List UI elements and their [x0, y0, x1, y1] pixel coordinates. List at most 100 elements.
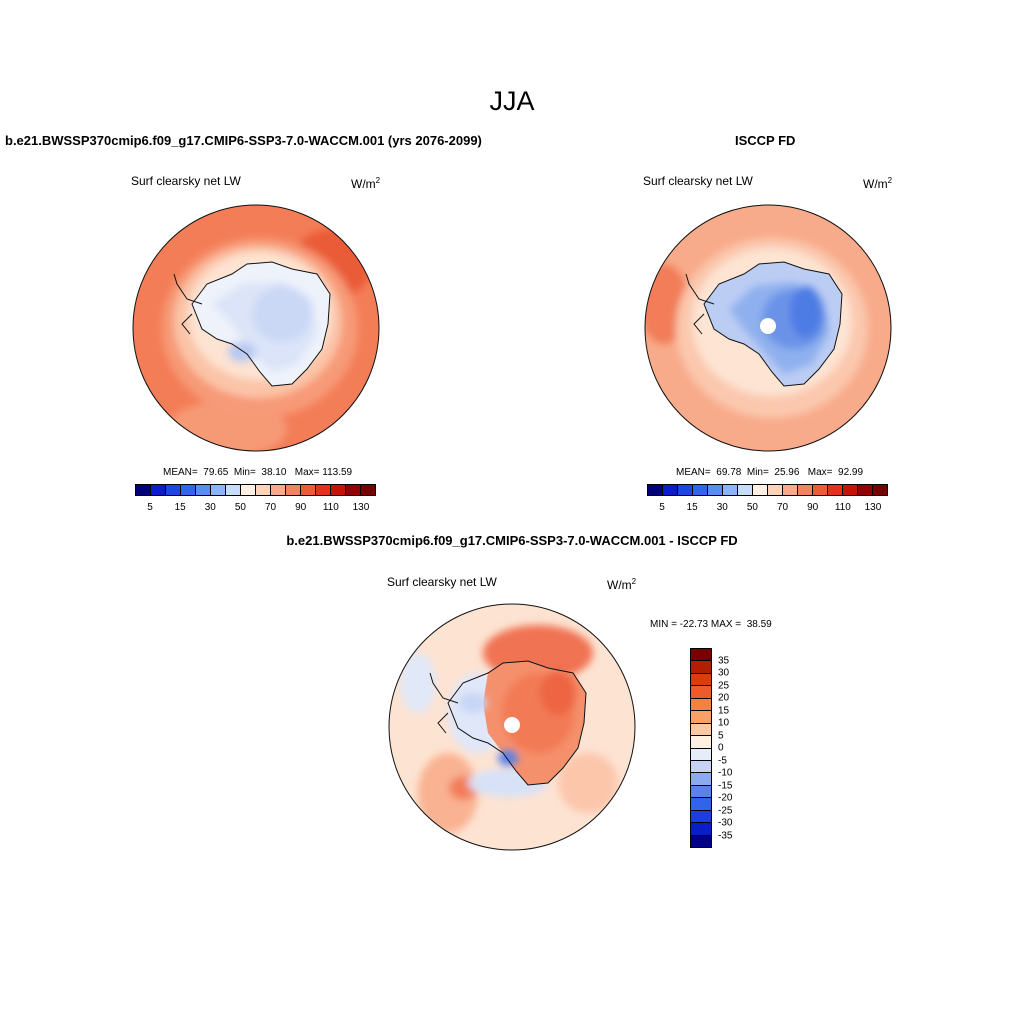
colorbar-swatch: [691, 773, 711, 786]
colorbar-swatch: [753, 485, 768, 495]
diff-colorbar-ticks: 35 30 25 20 15 10 5 0 -5 -10 -15 -20 -25 -30 -35: [718, 648, 748, 848]
colorbar-swatch: [331, 485, 346, 495]
colorbar-swatch: [783, 485, 798, 495]
colorbar-tick-label: 110: [834, 502, 851, 513]
colorbar-swatch: [181, 485, 196, 495]
colorbar-swatch: [691, 810, 711, 824]
model-colorbar-ticks: 5 15 30 50 70 90 110 130: [135, 502, 376, 516]
colorbar-swatch: [691, 673, 711, 687]
obs-units: W/m2: [863, 176, 893, 191]
colorbar-swatch: [723, 485, 738, 495]
colorbar-swatch: [873, 485, 887, 495]
colorbar-tick-label: -35: [718, 830, 733, 841]
diff-stats: MIN = -22.73 MAX = 38.59: [650, 619, 772, 630]
diff-polar-map: [388, 603, 636, 851]
colorbar-swatch: [301, 485, 316, 495]
model-colorbar: [135, 484, 376, 496]
colorbar-swatch: [346, 485, 361, 495]
colorbar-swatch: [316, 485, 331, 495]
colorbar-swatch: [691, 698, 711, 712]
colorbar-swatch: [241, 485, 256, 495]
colorbar-swatch: [226, 485, 241, 495]
colorbar-swatch: [691, 785, 711, 799]
colorbar-swatch: [648, 485, 663, 495]
colorbar-tick-label: 30: [204, 502, 216, 513]
colorbar-swatch: [738, 485, 753, 495]
colorbar-tick-label: 15: [174, 502, 186, 513]
colorbar-tick-label: 35: [718, 655, 730, 666]
diff-variable-label: Surf clearsky net LW: [387, 575, 497, 589]
colorbar-swatch: [286, 485, 301, 495]
colorbar-swatch: [211, 485, 226, 495]
colorbar-swatch: [691, 835, 711, 847]
colorbar-tick-label: 30: [718, 667, 730, 679]
colorbar-tick-label: -10: [718, 767, 733, 779]
colorbar-tick-label: 90: [807, 502, 819, 513]
model-stats: MEAN= 79.65 Min= 38.10 Max= 113.59: [163, 467, 353, 478]
colorbar-swatch: [678, 485, 693, 495]
colorbar-swatch: [828, 485, 843, 495]
model-polar-map: [132, 204, 380, 452]
obs-colorbar: [647, 484, 888, 496]
colorbar-tick-label: 130: [352, 502, 370, 513]
colorbar-swatch: [798, 485, 813, 495]
colorbar-tick-label: 90: [295, 502, 307, 513]
colorbar-tick-label: -5: [718, 755, 727, 766]
colorbar-swatch: [691, 760, 711, 774]
colorbar-tick-label: 10: [718, 717, 730, 729]
colorbar-tick-label: -15: [718, 780, 733, 791]
colorbar-tick-label: -25: [718, 805, 733, 816]
colorbar-swatch: [691, 661, 711, 674]
colorbar-tick-label: 5: [147, 502, 153, 513]
colorbar-tick-label: 30: [716, 502, 728, 513]
colorbar-tick-label: 5: [718, 730, 724, 741]
diff-units: W/m2: [607, 577, 637, 592]
colorbar-swatch: [691, 711, 711, 724]
model-variable-label: Surf clearsky net LW: [131, 174, 241, 188]
model-units: W/m2: [351, 176, 381, 191]
obs-polar-map: [644, 204, 892, 452]
colorbar-tick-label: 20: [718, 692, 730, 704]
colorbar-tick-label: -30: [718, 817, 733, 829]
colorbar-swatch: [691, 649, 711, 662]
colorbar-swatch: [768, 485, 783, 495]
colorbar-tick-label: 15: [718, 705, 730, 716]
obs-stats: MEAN= 69.78 Min= 25.96 Max= 92.99: [676, 467, 864, 478]
colorbar-swatch: [858, 485, 873, 495]
diff-panel-title: b.e21.BWSSP370cmip6.f09_g17.CMIP6-SSP3-7…: [286, 533, 738, 548]
colorbar-swatch: [151, 485, 166, 495]
colorbar-tick-label: 130: [864, 502, 882, 513]
colorbar-swatch: [708, 485, 723, 495]
colorbar-tick-label: -20: [718, 792, 733, 804]
colorbar-swatch: [693, 485, 708, 495]
colorbar-tick-label: 25: [718, 680, 730, 691]
colorbar-swatch: [196, 485, 211, 495]
obs-variable-label: Surf clearsky net LW: [643, 174, 753, 188]
colorbar-swatch: [271, 485, 286, 495]
diff-colorbar: [690, 648, 712, 848]
colorbar-tick-label: 50: [746, 502, 758, 513]
colorbar-swatch: [256, 485, 271, 495]
colorbar-tick-label: 0: [718, 742, 724, 754]
colorbar-swatch: [663, 485, 678, 495]
colorbar-swatch: [843, 485, 858, 495]
colorbar-swatch: [691, 748, 711, 761]
season-title: JJA: [489, 86, 535, 116]
obs-colorbar-ticks: 5 15 30 50 70 90 110 130: [647, 502, 888, 516]
colorbar-swatch: [691, 686, 711, 699]
colorbar-swatch: [166, 485, 181, 495]
colorbar-swatch: [813, 485, 828, 495]
colorbar-tick-label: 70: [777, 502, 789, 513]
colorbar-swatch: [691, 736, 711, 749]
obs-panel-title: ISCCP FD: [735, 133, 796, 148]
colorbar-tick-label: 15: [686, 502, 698, 513]
colorbar-tick-label: 50: [234, 502, 246, 513]
model-panel-title: b.e21.BWSSP370cmip6.f09_g17.CMIP6-SSP3-7…: [5, 133, 482, 148]
colorbar-tick-label: 5: [659, 502, 665, 513]
colorbar-swatch: [136, 485, 151, 495]
colorbar-tick-label: 70: [265, 502, 277, 513]
colorbar-tick-label: 110: [322, 502, 339, 513]
colorbar-swatch: [691, 798, 711, 811]
colorbar-swatch: [691, 823, 711, 836]
colorbar-swatch: [361, 485, 375, 495]
